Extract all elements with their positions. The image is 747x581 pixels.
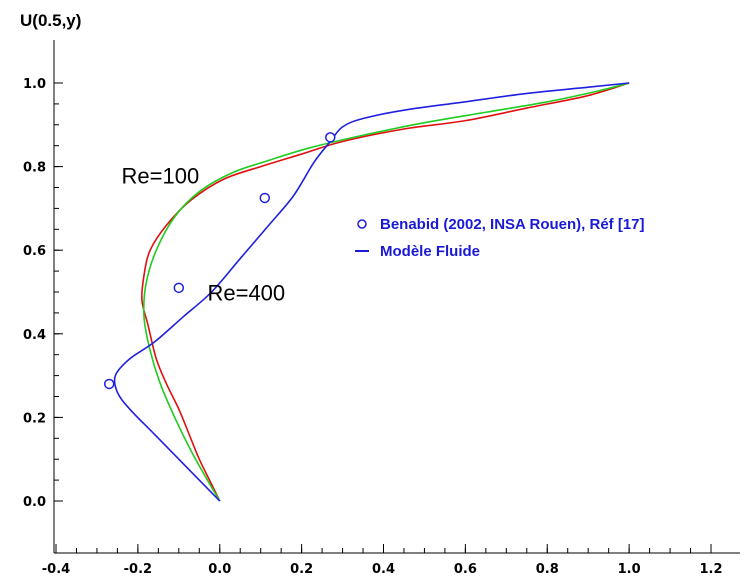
annotations: Re=100 Re=400 [122, 163, 286, 305]
y-tick-label: 0.2 [23, 411, 46, 426]
reference-point [259, 192, 271, 204]
series-layer [113, 82, 630, 502]
x-tick-label: 0.4 [372, 562, 395, 577]
annotation-label: Re=100 [122, 163, 200, 188]
legend-label: Modèle Fluide [380, 243, 480, 260]
x-tick-label: 1.2 [699, 562, 722, 577]
y-tick-label: 0.0 [23, 495, 46, 510]
reference-markers [103, 132, 336, 390]
y-axis-label: U(0.5,y) [20, 11, 81, 30]
reference-point [173, 282, 185, 294]
axes: 0.0 0.2 0.4 0.6 0.8 1.0 -0.4 -0.2 0.0 0.2 0.4 0.6 0.… [23, 40, 740, 577]
annotation-label: Re=400 [207, 280, 285, 305]
y-tick-label: 1.0 [23, 77, 46, 92]
x-tick-label: 0.2 [290, 562, 313, 577]
x-tick-label: -0.4 [42, 562, 70, 577]
reference-point [325, 132, 336, 143]
legend: Benabid (2002, INSA Rouen), Réf [17] Modè… [355, 216, 645, 260]
y-tick-label: 0.8 [23, 161, 46, 176]
x-tick-label: 0.8 [536, 562, 559, 577]
series-line-0 [141, 82, 630, 502]
legend-label: Benabid (2002, INSA Rouen), Réf [17] [380, 216, 645, 233]
legend-marker-circle [357, 219, 367, 229]
series-line-2 [113, 82, 630, 502]
x-tick-label: 1.0 [618, 562, 641, 577]
y-tick-label: 0.4 [23, 328, 46, 343]
x-tick-label: 0.0 [208, 562, 231, 577]
series-line-1 [142, 82, 630, 502]
x-tick-label: -0.2 [124, 562, 152, 577]
x-tick-label: 0.6 [454, 562, 477, 577]
reference-point [103, 378, 115, 390]
y-tick-label: 0.6 [23, 244, 46, 259]
